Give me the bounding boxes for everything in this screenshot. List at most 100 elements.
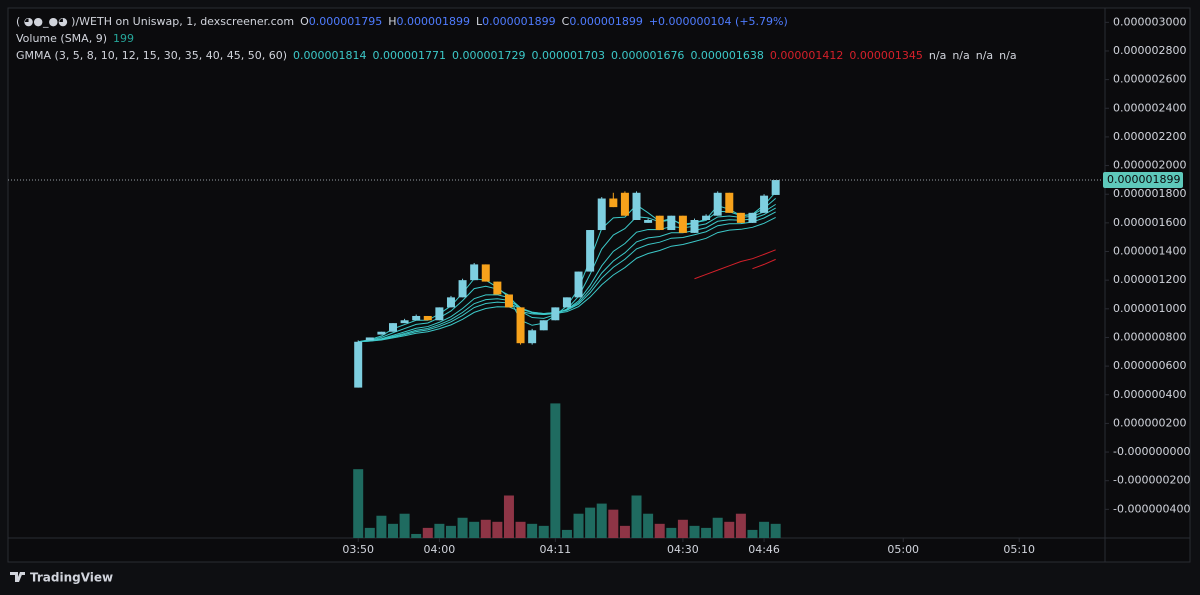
volume-bar bbox=[654, 523, 665, 538]
y-tick-label: 0.000001600 bbox=[1113, 216, 1186, 229]
gmma-value: 0.000001771 bbox=[372, 49, 446, 62]
y-tick-label: 0.000003000 bbox=[1113, 15, 1186, 28]
candle-body bbox=[493, 281, 502, 295]
change: +0.000000104 (+5.79%) bbox=[648, 15, 788, 28]
y-tick-label: 0.000000600 bbox=[1113, 359, 1186, 372]
volume-bar bbox=[747, 529, 758, 538]
chart-frame bbox=[7, 7, 1191, 563]
volume-bar bbox=[608, 509, 619, 538]
volume-bar bbox=[759, 521, 770, 538]
volume-bar bbox=[527, 523, 538, 538]
candle-body bbox=[760, 195, 769, 213]
volume-bar bbox=[550, 403, 561, 538]
ohlc-value: 0.000001899 bbox=[396, 15, 471, 28]
x-tick-label: 05:10 bbox=[1003, 543, 1035, 556]
x-tick-label: 04:46 bbox=[748, 543, 780, 556]
volume-bar bbox=[677, 519, 688, 538]
candle-body bbox=[481, 264, 490, 282]
candle-body bbox=[690, 220, 699, 233]
gmma-line bbox=[694, 249, 776, 280]
volume-bar bbox=[724, 521, 735, 538]
candle-body bbox=[562, 297, 571, 308]
ohlc-value: 0.000001899 bbox=[569, 15, 643, 28]
candle-body bbox=[597, 198, 606, 231]
gmma-value: n/a bbox=[975, 49, 994, 62]
candle-body bbox=[412, 315, 421, 321]
y-tick-label: 0.000002000 bbox=[1113, 159, 1186, 172]
last-price-tag bbox=[1103, 172, 1183, 189]
candle-body bbox=[644, 220, 653, 223]
x-tick-label: 04:11 bbox=[539, 543, 571, 556]
brand-logo bbox=[10, 572, 25, 582]
y-tick-label: 0.000000200 bbox=[1113, 416, 1186, 429]
gmma-value: n/a bbox=[999, 49, 1017, 62]
brand: TradingView bbox=[30, 571, 113, 585]
ohlc-key: L bbox=[476, 15, 483, 28]
volume-bar bbox=[399, 513, 410, 538]
y-tick-label: 0.000000400 bbox=[1113, 388, 1186, 401]
x-tick-label: 04:00 bbox=[424, 543, 456, 556]
candle-body bbox=[435, 307, 444, 321]
volume-bar bbox=[353, 469, 364, 538]
volume-bar bbox=[445, 525, 456, 538]
ohlc-key: O bbox=[300, 15, 309, 28]
candle-body bbox=[516, 307, 525, 344]
gmma-title: GMMA (3, 5, 8, 10, 12, 15, 30, 35, 40, 4… bbox=[16, 49, 288, 62]
gmma-value: 0.000001703 bbox=[531, 49, 605, 62]
volume-bar bbox=[573, 513, 584, 538]
volume-bar bbox=[457, 517, 468, 538]
volume-bar bbox=[585, 507, 596, 538]
gmma-value: 0.000001345 bbox=[849, 49, 923, 62]
gmma-line bbox=[752, 258, 776, 270]
candle-body bbox=[539, 320, 548, 331]
candle-body bbox=[655, 215, 664, 231]
candle-body bbox=[667, 215, 676, 231]
candle-body bbox=[528, 330, 537, 344]
candle-body bbox=[586, 230, 595, 272]
y-tick-label: -0.000000000 bbox=[1113, 445, 1190, 458]
symbol-title: ( ◕●_●◕ )/WETH on Uniswap, 1, dexscreene… bbox=[16, 15, 295, 28]
gmma-line: GMMA (3, 5, 8, 10, 12, 15, 30, 35, 40, 4… bbox=[16, 47, 1023, 64]
candle-body bbox=[458, 280, 467, 298]
ohlc: O0.000001795 H0.000001899 L0.000001899 C0.0… bbox=[300, 15, 649, 28]
legend-header: ( ◕●_●◕ )/WETH on Uniswap, 1, dexscreene… bbox=[16, 13, 1023, 64]
x-tick-label: 04:30 bbox=[667, 543, 699, 556]
volume-bar bbox=[712, 517, 723, 538]
gmma-value: 0.000001412 bbox=[769, 49, 844, 62]
gmma-value: 0.000001814 bbox=[293, 49, 367, 62]
y-tick-label: 0.000002800 bbox=[1113, 44, 1186, 57]
volume-title: Volume (SMA, 9) bbox=[16, 32, 107, 45]
volume-bar bbox=[689, 525, 700, 538]
y-tick-label: 0.000001400 bbox=[1113, 245, 1186, 258]
y-tick-label: 0.000002200 bbox=[1113, 130, 1186, 143]
ohlc-key: H bbox=[388, 15, 397, 28]
volume-bar bbox=[631, 495, 642, 538]
volume-bar bbox=[643, 513, 654, 538]
y-tick-label: 0.000000800 bbox=[1113, 330, 1186, 343]
candle-body bbox=[388, 323, 397, 332]
y-tick-label: 0.000002400 bbox=[1113, 101, 1186, 114]
volume-bar bbox=[666, 527, 677, 538]
candle-body bbox=[736, 212, 745, 223]
volume-bar bbox=[770, 523, 781, 538]
volume-bar bbox=[503, 495, 514, 538]
volume-sma: 199 bbox=[112, 32, 134, 45]
volume-bar bbox=[596, 503, 607, 538]
candle-body bbox=[748, 212, 757, 223]
gmma-line bbox=[358, 211, 776, 343]
symbol-line: ( ◕●_●◕ )/WETH on Uniswap, 1, dexscreene… bbox=[16, 13, 1023, 30]
y-tick-label: 0.000001800 bbox=[1113, 187, 1186, 200]
candle-body bbox=[574, 271, 583, 298]
candle-body bbox=[678, 215, 687, 233]
candle-body bbox=[632, 192, 641, 220]
volume-bar bbox=[387, 523, 398, 538]
candle-body bbox=[620, 192, 629, 216]
last-price-label: 0.000001899 bbox=[1107, 173, 1180, 186]
ohlc-value: 0.000001795 bbox=[308, 15, 383, 28]
gmma-line bbox=[358, 216, 776, 343]
volume-bar bbox=[364, 527, 375, 538]
y-tick-label: 0.000001000 bbox=[1113, 302, 1186, 315]
y-tick-label: 0.000002600 bbox=[1113, 73, 1186, 86]
candle-body bbox=[470, 264, 479, 281]
